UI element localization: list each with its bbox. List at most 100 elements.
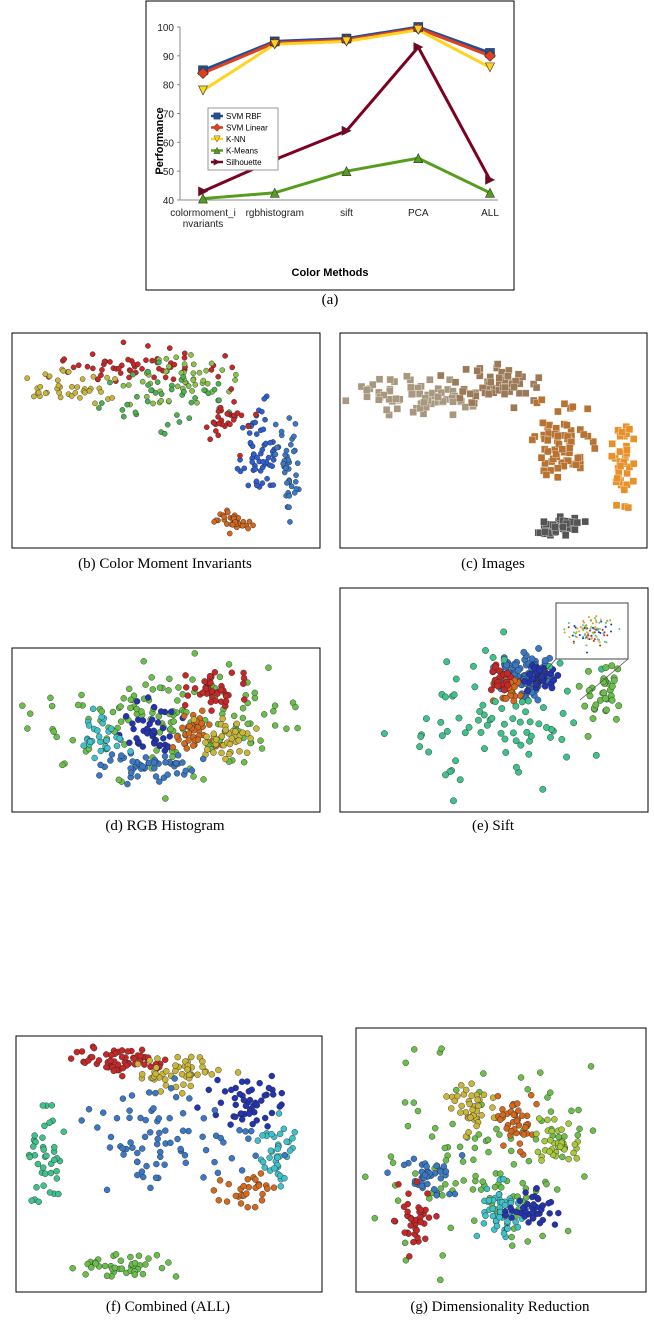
- decor-point: [489, 1104, 496, 1111]
- decor-point: [559, 523, 567, 531]
- decor-point: [206, 672, 214, 680]
- decor-point: [598, 621, 601, 624]
- decor-point: [462, 365, 470, 374]
- decor-point: [182, 767, 189, 775]
- decor-point: [85, 1106, 93, 1113]
- decor-point: [455, 714, 463, 722]
- decor-point: [206, 721, 213, 728]
- decor-point: [202, 1146, 210, 1154]
- decor-point: [174, 412, 180, 418]
- decor-point: [239, 522, 246, 529]
- decor-point: [416, 390, 424, 398]
- decor-point: [98, 389, 104, 395]
- decor-point: [571, 634, 574, 637]
- decor-point: [390, 1217, 398, 1225]
- decor-point: [84, 363, 91, 370]
- decor-point: [53, 1175, 61, 1182]
- decor-point: [166, 1114, 173, 1122]
- decor-point: [599, 628, 602, 631]
- decor-point: [266, 1154, 273, 1161]
- decor-point: [586, 637, 589, 640]
- decor-point: [166, 675, 173, 683]
- decor-point: [118, 752, 125, 759]
- decor-point: [132, 409, 139, 416]
- decor-point: [127, 748, 134, 755]
- decor-point: [211, 386, 218, 393]
- decor-point: [522, 1189, 529, 1196]
- decor-point: [137, 1052, 144, 1060]
- decor-point: [564, 1227, 572, 1235]
- decor-point: [33, 1184, 40, 1191]
- decor-point: [144, 393, 150, 400]
- inset-pointer: [579, 658, 629, 701]
- decor-point: [405, 1190, 412, 1197]
- decor-point: [494, 1092, 502, 1100]
- decor-point: [210, 1187, 218, 1194]
- decor-point: [614, 665, 622, 673]
- decor-point: [517, 741, 525, 749]
- decor-point: [409, 408, 417, 416]
- decor-point: [268, 1109, 276, 1117]
- decor-point: [207, 436, 213, 443]
- decor-point: [554, 672, 562, 679]
- decor-point: [198, 720, 205, 727]
- decor-point: [119, 1145, 126, 1152]
- decor-point: [46, 1119, 53, 1126]
- y-tick-label: 100: [157, 23, 174, 34]
- decor-point: [173, 733, 181, 740]
- decor-point: [539, 1202, 546, 1209]
- decor-point: [245, 1135, 252, 1142]
- decor-point: [216, 673, 224, 681]
- decor-point: [489, 1205, 497, 1212]
- decor-point: [593, 638, 596, 641]
- decor-point: [544, 447, 552, 456]
- decor-point: [593, 628, 596, 631]
- decor-point: [208, 1071, 215, 1078]
- decor-point: [592, 626, 595, 629]
- decor-point: [451, 378, 460, 386]
- decor-point: [375, 375, 384, 383]
- decor-point: [466, 390, 474, 398]
- decor-point: [31, 393, 37, 400]
- decor-point: [438, 732, 446, 740]
- decor-point: [244, 720, 251, 728]
- decor-point: [264, 475, 270, 482]
- decor-point: [124, 1048, 131, 1055]
- decor-point: [265, 454, 272, 461]
- decor-point: [196, 369, 203, 376]
- decor-point: [452, 1180, 459, 1187]
- decor-point: [500, 1142, 507, 1149]
- decor-point: [164, 771, 171, 778]
- decor-point: [162, 759, 169, 766]
- decor-point: [186, 415, 193, 422]
- decor-point: [251, 694, 259, 702]
- caption: (f) Combined (ALL): [106, 1299, 230, 1315]
- decor-point: [54, 377, 61, 384]
- decor-point: [507, 1204, 514, 1211]
- decor-point: [69, 1265, 76, 1272]
- decor-point: [39, 1134, 46, 1141]
- decor-point: [513, 1208, 520, 1216]
- decor-point: [491, 698, 499, 705]
- decor-point: [581, 624, 584, 627]
- decor-point: [200, 755, 207, 763]
- decor-point: [613, 474, 621, 483]
- legend-label: SVM RBF: [226, 112, 262, 121]
- decor-point: [106, 1144, 114, 1151]
- decor-point: [563, 753, 570, 761]
- decor-point: [189, 676, 196, 683]
- decor-point: [532, 383, 541, 392]
- decor-point: [108, 751, 116, 758]
- decor-point: [243, 749, 251, 756]
- decor-point: [163, 368, 169, 375]
- decor-point: [535, 645, 542, 652]
- decor-point: [120, 695, 127, 702]
- decor-point: [292, 703, 299, 711]
- decor-point: [612, 501, 621, 510]
- decor-point: [199, 1133, 206, 1141]
- decor-point: [291, 490, 298, 496]
- decor-point: [581, 628, 584, 631]
- decor-point: [590, 637, 593, 640]
- decor-point: [225, 1180, 232, 1188]
- decor-point: [117, 718, 125, 725]
